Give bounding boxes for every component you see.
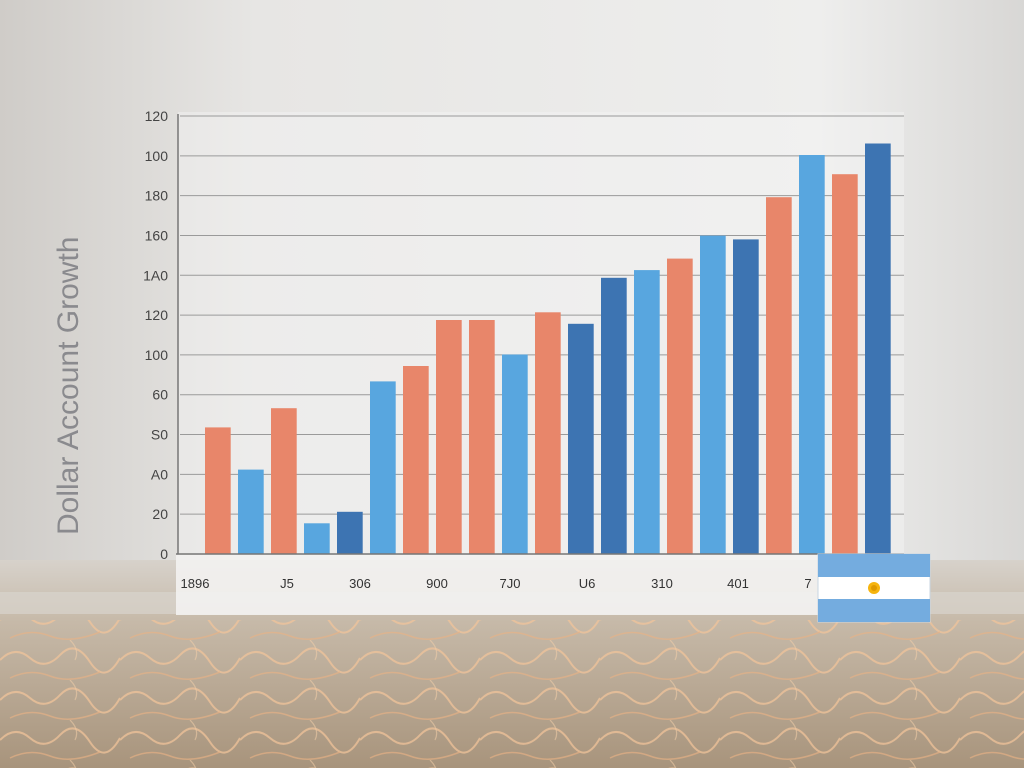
x-tick-label: 1896 [181, 576, 210, 591]
x-tick-label: U6 [579, 576, 596, 591]
y-tick-label: 120 [145, 307, 169, 323]
bar [865, 143, 891, 554]
bar [535, 312, 561, 554]
bar [502, 354, 528, 554]
x-tick-label: 7 [804, 576, 811, 591]
x-axis-ticks: 1896 J5 306 900 7J0 U6 310 401 7 [181, 576, 812, 591]
x-tick-label: 306 [349, 576, 371, 591]
y-tick-label: 180 [145, 188, 169, 204]
bar [337, 511, 363, 554]
bar [832, 174, 858, 554]
x-tick-label: J5 [280, 576, 294, 591]
argentina-flag-icon [817, 553, 931, 623]
bars [205, 143, 891, 554]
x-tick-label: 7J0 [500, 576, 521, 591]
x-tick-label: 310 [651, 576, 673, 591]
y-tick-label: 1A0 [143, 267, 168, 283]
y-tick-label: 100 [145, 347, 169, 363]
x-tick-label: 900 [426, 576, 448, 591]
bar [799, 155, 825, 554]
bar [634, 270, 660, 554]
y-tick-label: A0 [151, 466, 168, 482]
ground-cracks [0, 620, 1024, 768]
x-tick-label: 401 [727, 576, 749, 591]
bar [436, 320, 462, 554]
bar [733, 239, 759, 554]
y-tick-label: S0 [151, 427, 168, 443]
y-tick-label: 160 [145, 227, 169, 243]
bar [766, 197, 792, 554]
bar [700, 235, 726, 554]
y-tick-label: 60 [152, 387, 168, 403]
y-tick-label: 20 [152, 506, 168, 522]
bar [601, 277, 627, 554]
y-tick-label: 100 [145, 148, 169, 164]
y-tick-label: 0 [160, 546, 168, 562]
bar [667, 258, 693, 554]
bar [271, 408, 297, 554]
y-axis-label: Dollar Account Growth [52, 237, 85, 535]
bar [370, 381, 396, 554]
bar [205, 427, 231, 554]
x-axis-strip [176, 555, 826, 615]
y-tick-label: 120 [145, 108, 169, 124]
bar [304, 523, 330, 554]
bar [238, 469, 264, 554]
y-axis-ticks: 0 20 A0 S0 60 100 120 1A0 160 180 100 120 [143, 108, 168, 562]
bar [469, 320, 495, 554]
bar [403, 366, 429, 554]
bar [568, 323, 594, 554]
